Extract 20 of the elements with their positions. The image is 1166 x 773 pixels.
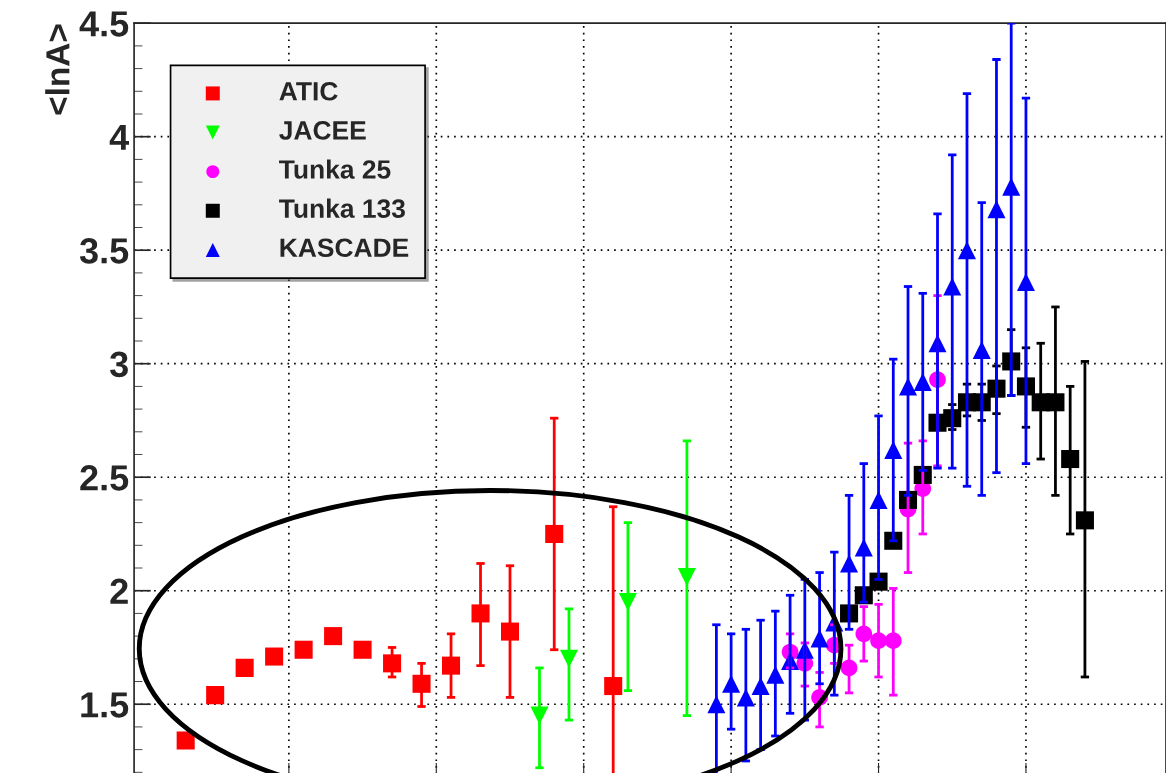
legend-label: ATIC: [279, 81, 338, 101]
y-tick-label: 4: [109, 124, 130, 150]
y-tick-label: 3: [109, 351, 128, 378]
point: [206, 686, 225, 705]
point: [324, 627, 343, 646]
legend-label: JACEE: [279, 121, 366, 140]
point: [265, 647, 284, 666]
y-tick-label: 2.5: [80, 465, 129, 491]
y-axis-title: <lnA>: [45, 24, 70, 115]
y-tick-label: 2: [110, 578, 128, 604]
y-tick-label: 4.5: [79, 11, 129, 37]
point: [294, 640, 313, 659]
y-tick-label: 3.5: [79, 238, 129, 264]
legend-label: Tunka 133: [279, 198, 405, 218]
point: [235, 658, 254, 677]
point: [353, 640, 372, 659]
legend-label: KASCADE: [280, 238, 409, 258]
y-tick-label: 1.5: [81, 692, 129, 718]
legend-label: Tunka 25: [279, 159, 391, 179]
point: [176, 731, 195, 750]
